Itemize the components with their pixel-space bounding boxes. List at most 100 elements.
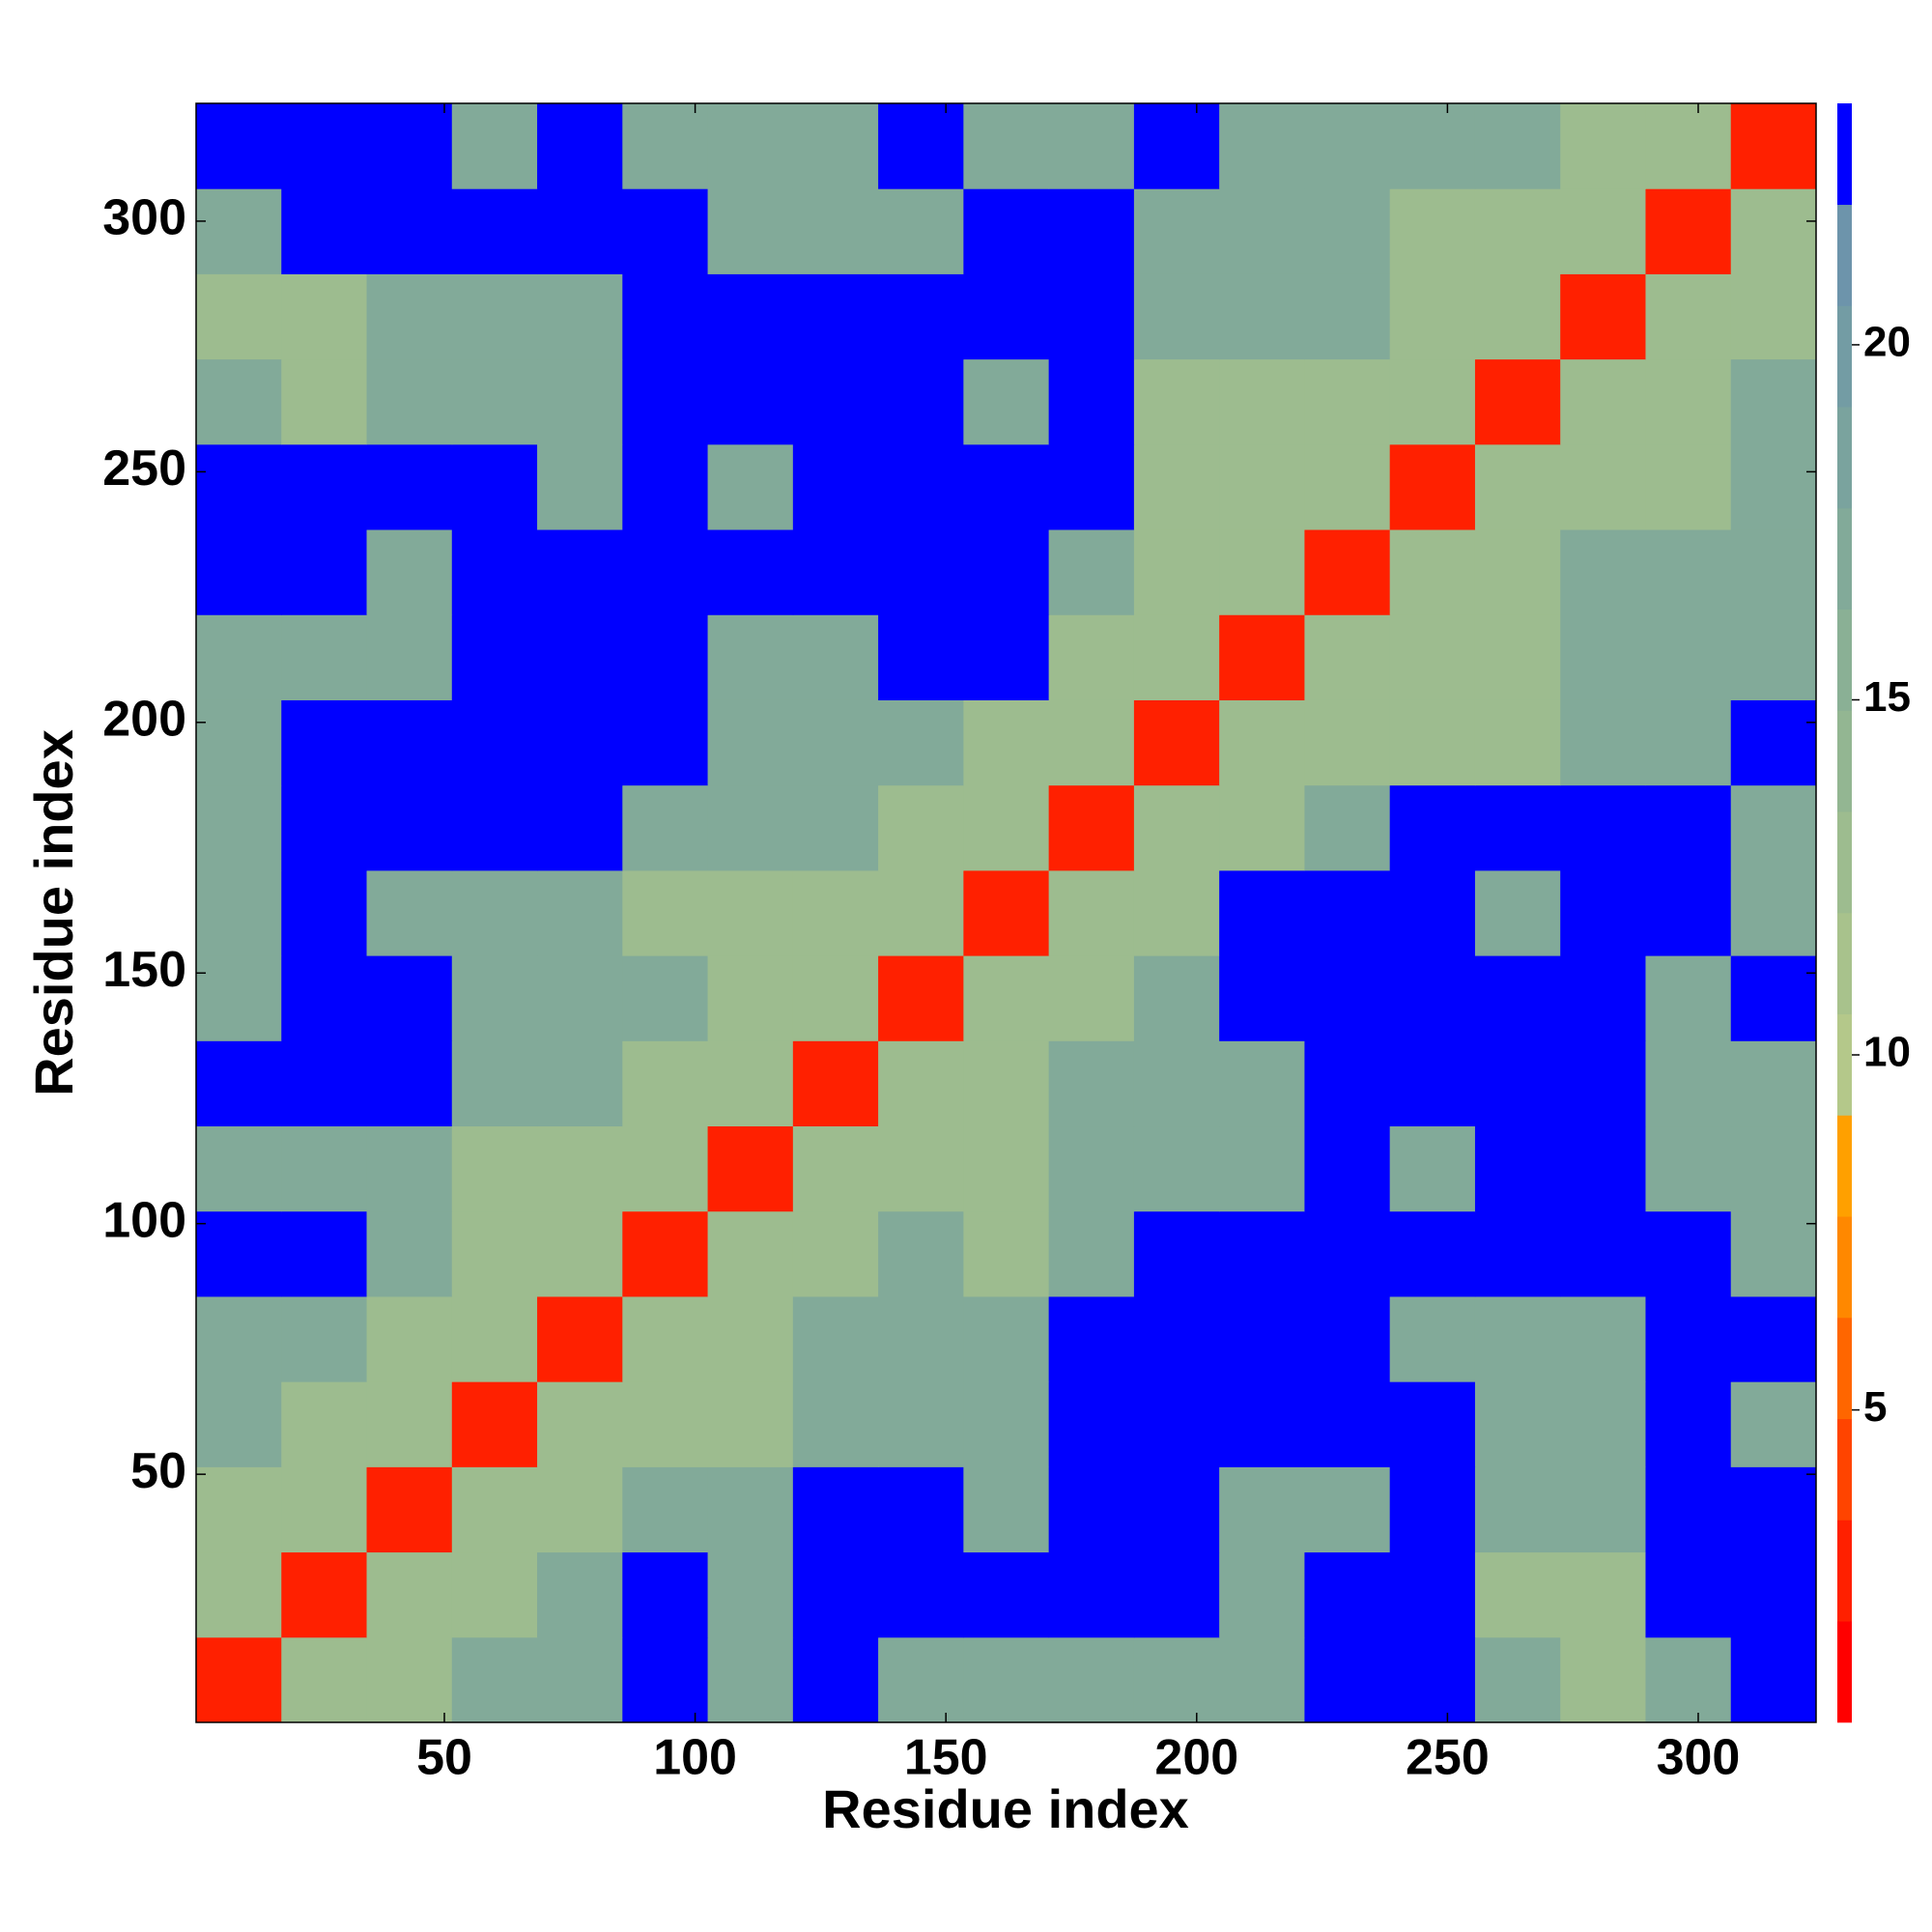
heatmap-cell (1048, 1040, 1135, 1127)
heatmap-cell (1730, 1295, 1817, 1382)
heatmap-cell (537, 869, 623, 956)
heatmap-cell (366, 614, 453, 700)
heatmap-cell (1048, 1125, 1135, 1212)
heatmap-cell (622, 1295, 709, 1382)
heatmap-cell (707, 443, 794, 530)
heatmap-cell (1133, 1551, 1220, 1638)
heatmap-cell (537, 1125, 623, 1212)
heatmap-cell (622, 1551, 709, 1638)
heatmap-cell (196, 1125, 282, 1212)
heatmap-cell (1304, 955, 1391, 1041)
heatmap-cell (707, 869, 794, 956)
heatmap-cell (963, 869, 1050, 956)
heatmap-cell (963, 1295, 1050, 1382)
heatmap-cell (1133, 614, 1220, 700)
heatmap-cell (622, 1210, 709, 1297)
heatmap-cell (537, 1636, 623, 1723)
heatmap-cell (366, 955, 453, 1041)
heatmap-cell (878, 443, 964, 530)
heatmap-cell (1474, 273, 1561, 360)
heatmap-cell (963, 443, 1050, 530)
heatmap-cell (196, 1381, 282, 1467)
heatmap-cell (878, 699, 964, 786)
colorbar-tick-label: 5 (1863, 1383, 1887, 1431)
heatmap-cell (1219, 614, 1305, 700)
heatmap-cell (1730, 1210, 1817, 1297)
heatmap-cell (366, 869, 453, 956)
heatmap-cell (366, 1381, 453, 1467)
heatmap-cell (963, 1210, 1050, 1297)
heatmap-cell (537, 1295, 623, 1382)
heatmap-cell (1133, 273, 1220, 360)
heatmap-cell (1133, 699, 1220, 786)
colorbar-segment (1837, 1520, 1852, 1622)
heatmap-cell (451, 699, 538, 786)
heatmap-cell (1304, 358, 1391, 445)
heatmap-cell (707, 699, 794, 786)
heatmap-cell (1560, 1636, 1646, 1723)
heatmap-cell (451, 1210, 538, 1297)
heatmap-cell (281, 869, 368, 956)
heatmap-cell (1389, 614, 1476, 700)
heatmap-cell (1304, 1636, 1391, 1723)
heatmap-cell (792, 784, 879, 871)
heatmap-cell (1219, 1040, 1305, 1127)
heatmap-cell (1474, 699, 1561, 786)
heatmap-cell (281, 1210, 368, 1297)
heatmap-cell (451, 103, 538, 189)
heatmap-cell (1560, 1551, 1646, 1638)
heatmap-cell (1560, 529, 1646, 615)
heatmap-cell (537, 784, 623, 871)
heatmap-cell (1474, 784, 1561, 871)
heatmap-cell (878, 869, 964, 956)
heatmap-cell (1560, 955, 1646, 1041)
heatmap-cell (792, 1040, 879, 1127)
heatmap-cell (451, 273, 538, 360)
heatmap-cell (963, 188, 1050, 274)
heatmap-cell (1304, 1210, 1391, 1297)
heatmap-cell (451, 188, 538, 274)
heatmap-cell (1645, 1551, 1732, 1638)
heatmap-cell (1304, 1466, 1391, 1553)
heatmap-cell (537, 273, 623, 360)
colorbar-segment (1837, 811, 1852, 914)
heatmap-cell (1389, 1466, 1476, 1553)
colorbar-segment (1837, 1013, 1852, 1116)
heatmap-cell (1304, 784, 1391, 871)
heatmap-cell (963, 699, 1050, 786)
colorbar-segment (1837, 508, 1852, 611)
heatmap-cell (451, 1636, 538, 1723)
heatmap-cell (878, 273, 964, 360)
heatmap-cell (1474, 1125, 1561, 1212)
heatmap-cell (1474, 1551, 1561, 1638)
heatmap-cell (537, 699, 623, 786)
heatmap-cell (1560, 784, 1646, 871)
heatmap-cell (878, 1210, 964, 1297)
heatmap-cell (451, 1295, 538, 1382)
heatmap-cell (1560, 614, 1646, 700)
heatmap-cell (1474, 955, 1561, 1041)
heatmap-cell (878, 188, 964, 274)
heatmap-cell (963, 1381, 1050, 1467)
heatmap-cell (792, 1295, 879, 1382)
heatmap-cell (1730, 1551, 1817, 1638)
heatmap-cell (366, 1040, 453, 1127)
heatmap-cell (537, 1210, 623, 1297)
heatmap-cell (366, 188, 453, 274)
heatmap-cell (1474, 103, 1561, 189)
heatmap-cell (366, 529, 453, 615)
heatmap-cell (1560, 188, 1646, 274)
heatmap-cell (1048, 443, 1135, 530)
heatmap-cell (1219, 443, 1305, 530)
y-tick-label: 50 (130, 1443, 186, 1499)
heatmap-cell (366, 784, 453, 871)
heatmap-cell (1048, 1210, 1135, 1297)
heatmap-cell (196, 358, 282, 445)
heatmap-cell (537, 1466, 623, 1553)
heatmap-cell (878, 1551, 964, 1638)
heatmap-cell (707, 529, 794, 615)
heatmap-cell (792, 1125, 879, 1212)
heatmap-cell (707, 955, 794, 1041)
heatmap-cell (1560, 443, 1646, 530)
heatmap-cell (281, 614, 368, 700)
